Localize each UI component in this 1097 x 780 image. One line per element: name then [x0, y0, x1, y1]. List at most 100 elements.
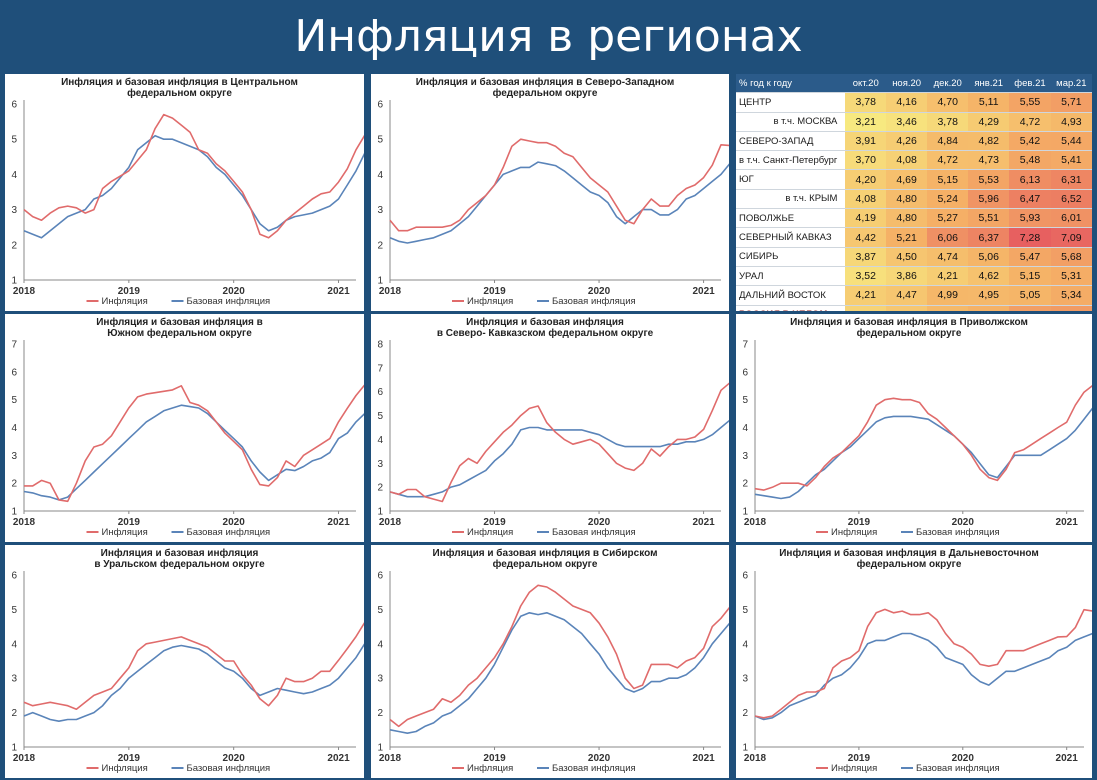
series-line-core-inflation — [23, 404, 364, 501]
table-cell: 4,47 — [886, 285, 928, 306]
series-line-inflation — [23, 113, 364, 239]
y-tick-label: 2 — [377, 483, 383, 494]
table-cell: 4,16 — [886, 92, 928, 113]
chart-title: Инфляция и базовая инфляция — [101, 547, 259, 559]
y-tick-label: 4 — [377, 435, 383, 446]
table-row: ЮГ 4,20 4,69 5,15 5,53 6,13 6,31 — [736, 169, 1092, 190]
chart-svg: Инфляция и базовая инфляция в Сибирскомф… — [377, 547, 729, 774]
table-cell: 3,87 — [845, 247, 887, 267]
series-line-inflation — [389, 382, 729, 503]
table-cell: 3,78 — [845, 92, 887, 113]
table-cell: 4,91 — [927, 305, 969, 311]
y-tick-label: 1 — [742, 507, 748, 518]
y-tick-label: 5 — [377, 135, 383, 146]
inflation-table: % год к году окт.20 ноя.20 дек.20 янв.21… — [736, 74, 1092, 311]
table-cell: 5,44 — [1050, 131, 1092, 152]
table-row: ДАЛЬНИЙ ВОСТОК 4,21 4,47 4,99 4,95 5,05 5,34 — [736, 285, 1092, 306]
x-tick-label: 2018 — [13, 517, 36, 528]
table-cell: 4,29 — [968, 112, 1010, 132]
y-tick-label: 4 — [11, 423, 17, 434]
x-tick-label: 2019 — [118, 753, 141, 764]
region-name: СЕВЕРО-ЗАПАД — [736, 131, 846, 152]
legend-label: Базовая инфляция — [552, 527, 636, 538]
chart-svg: Инфляция и базовая инфляция в Дальневост… — [742, 547, 1092, 774]
y-tick-label: 7 — [11, 340, 17, 351]
y-tick-label: 6 — [742, 367, 748, 378]
table-cell: 5,05 — [1009, 285, 1051, 306]
chart-title: федеральном округе — [857, 558, 962, 570]
table-cell: 5,15 — [927, 169, 969, 190]
y-tick-label: 1 — [377, 276, 383, 287]
y-tick-label: 2 — [11, 240, 17, 251]
y-tick-label: 1 — [11, 507, 17, 518]
table-cell: 4,95 — [968, 285, 1010, 306]
table-cell: 6,06 — [927, 227, 969, 248]
table-cell: 4,26 — [886, 131, 928, 152]
x-tick-label: 2019 — [118, 286, 141, 297]
table-row: СЕВЕРНЫЙ КАВКАЗ 4,42 5,21 6,06 6,37 7,28 7,09 — [736, 227, 1092, 248]
table-cell: 5,06 — [968, 247, 1010, 267]
x-tick-label: 2020 — [588, 753, 611, 764]
table-cell: 5,79 — [1050, 305, 1092, 311]
table-cell: 5,31 — [1050, 266, 1092, 287]
chart-title: Инфляция и базовая инфляция в Сибирском — [433, 547, 658, 559]
region-name: УРАЛ — [736, 266, 846, 287]
chart-title: Инфляция и базовая инфляция в Северо-Зап… — [416, 76, 674, 88]
x-tick-label: 2021 — [1056, 753, 1079, 764]
x-tick-label: 2019 — [483, 753, 506, 764]
x-tick-label: 2020 — [223, 753, 246, 764]
x-tick-label: 2020 — [588, 286, 611, 297]
x-tick-label: 2018 — [13, 286, 36, 297]
x-tick-label: 2021 — [327, 753, 350, 764]
table-header-cell: фев.21 — [1009, 74, 1051, 94]
table-cell: 6,47 — [1009, 189, 1051, 210]
table-cell: 3,99 — [845, 305, 887, 311]
legend-label: Инфляция — [467, 296, 513, 307]
table-cell: 5,24 — [927, 189, 969, 210]
y-tick-label: 1 — [377, 507, 383, 518]
table-header-cell: мар.21 — [1050, 74, 1092, 94]
legend-label: Инфляция — [102, 527, 148, 538]
table-cell: 4,19 — [845, 208, 887, 229]
table-cell: 3,21 — [845, 112, 887, 132]
legend-label: Инфляция — [831, 763, 877, 774]
chart-title: в Северо- Кавказском федеральном округе — [437, 327, 654, 339]
table-cell: 4,42 — [886, 305, 928, 311]
legend-label: Базовая инфляция — [916, 527, 1000, 538]
table-cell: 7,28 — [1009, 227, 1051, 248]
chart-title: Южном федеральном округе — [107, 327, 252, 339]
chart-northwest: Инфляция и базовая инфляция в Северо-Зап… — [371, 74, 729, 311]
series-line-core-inflation — [23, 134, 364, 239]
series-line-core-inflation — [754, 632, 1092, 721]
chart-svg: Инфляция и базовая инфляция в Центрально… — [11, 76, 364, 307]
y-tick-label: 6 — [377, 387, 383, 398]
series-line-inflation — [23, 622, 364, 710]
chart-title: Инфляция и базовая инфляция — [466, 316, 624, 328]
x-tick-label: 2020 — [952, 517, 975, 528]
series-line-core-inflation — [389, 419, 729, 498]
table-cell: 6,52 — [1050, 189, 1092, 210]
chart-svg: Инфляция и базовая инфляция в Северо-Зап… — [377, 76, 729, 307]
table-cell: 5,68 — [1050, 247, 1092, 267]
table-cell: 6,01 — [1050, 208, 1092, 229]
y-tick-label: 4 — [742, 423, 748, 434]
table-cell: 7,09 — [1050, 227, 1092, 248]
table-row: ЦЕНТР 3,78 4,16 4,70 5,11 5,55 5,71 — [736, 92, 1092, 113]
x-tick-label: 2020 — [223, 517, 246, 528]
y-tick-label: 4 — [377, 170, 383, 181]
y-tick-label: 7 — [377, 363, 383, 374]
y-tick-label: 5 — [11, 605, 17, 616]
table-cell: 4,21 — [845, 285, 887, 306]
table-header-cell: янв.21 — [968, 74, 1010, 94]
region-name: ЮГ — [736, 169, 846, 190]
y-tick-label: 3 — [742, 451, 748, 462]
table-cell: 6,37 — [968, 227, 1010, 248]
chart-title: федеральном округе — [857, 327, 962, 339]
y-tick-label: 3 — [11, 451, 17, 462]
legend-label: Инфляция — [467, 527, 513, 538]
series-line-inflation — [754, 385, 1092, 491]
legend-label: Базовая инфляция — [916, 763, 1000, 774]
table-row: в т.ч. КРЫМ 4,08 4,80 5,24 5,96 6,47 6,52 — [736, 189, 1092, 210]
region-name: РОССИЯ В ЦЕЛОМ — [736, 305, 846, 311]
table-cell: 5,96 — [968, 189, 1010, 210]
